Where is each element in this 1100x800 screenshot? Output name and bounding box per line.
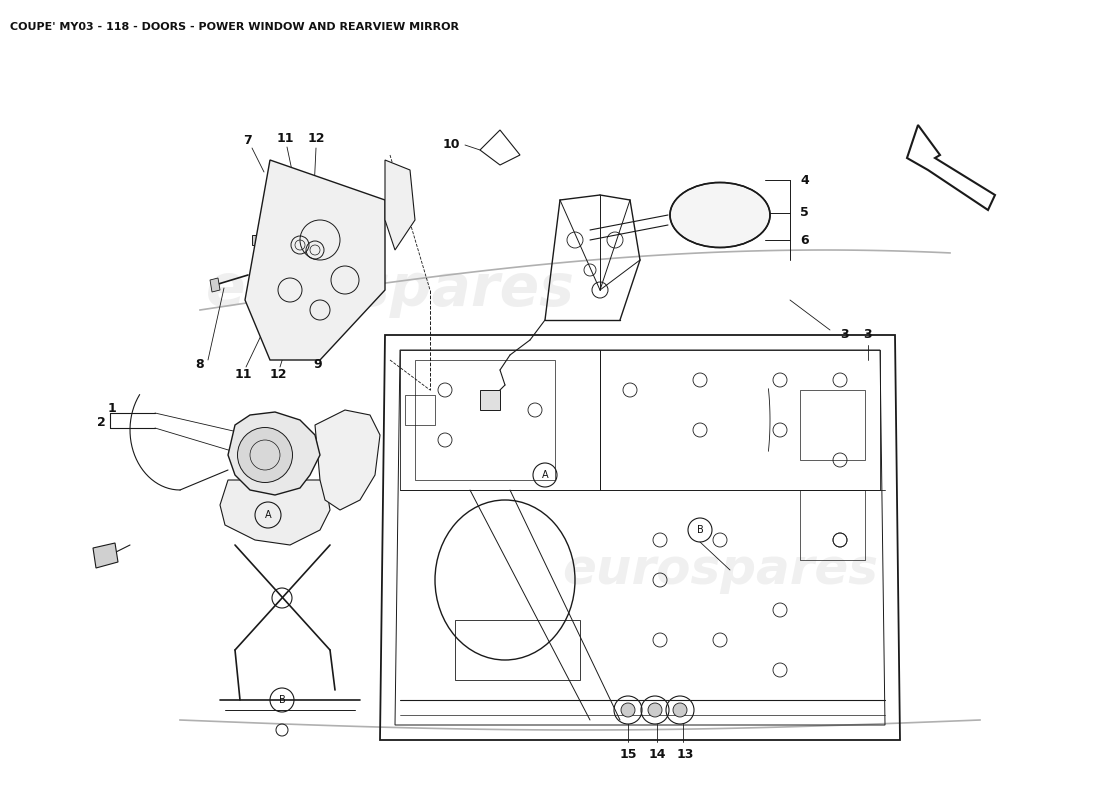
Text: 5: 5 bbox=[800, 206, 808, 219]
Text: 15: 15 bbox=[619, 749, 637, 762]
Text: B: B bbox=[278, 695, 285, 705]
Text: 12: 12 bbox=[307, 131, 324, 145]
Text: A: A bbox=[265, 510, 272, 520]
Text: 11: 11 bbox=[276, 131, 294, 145]
Text: 14: 14 bbox=[648, 749, 666, 762]
Text: 6: 6 bbox=[800, 234, 808, 246]
Ellipse shape bbox=[670, 182, 770, 247]
Polygon shape bbox=[385, 160, 415, 250]
Text: A: A bbox=[541, 470, 548, 480]
Polygon shape bbox=[94, 543, 118, 568]
Text: 3: 3 bbox=[840, 329, 848, 342]
Polygon shape bbox=[252, 235, 258, 245]
Text: 4: 4 bbox=[800, 174, 808, 186]
Polygon shape bbox=[908, 125, 996, 210]
Text: 7: 7 bbox=[243, 134, 252, 146]
Text: 10: 10 bbox=[442, 138, 460, 151]
Circle shape bbox=[621, 703, 635, 717]
Circle shape bbox=[673, 703, 688, 717]
Circle shape bbox=[648, 703, 662, 717]
Text: 8: 8 bbox=[196, 358, 205, 371]
Text: 12: 12 bbox=[270, 369, 287, 382]
Polygon shape bbox=[210, 278, 220, 292]
Polygon shape bbox=[480, 390, 501, 410]
Text: 9: 9 bbox=[314, 358, 322, 371]
Text: 13: 13 bbox=[676, 749, 694, 762]
Ellipse shape bbox=[238, 427, 293, 482]
Polygon shape bbox=[220, 480, 330, 545]
Text: eurospares: eurospares bbox=[206, 262, 574, 318]
Text: 1: 1 bbox=[108, 402, 117, 414]
Text: 11: 11 bbox=[234, 369, 252, 382]
Text: COUPE' MY03 - 118 - DOORS - POWER WINDOW AND REARVIEW MIRROR: COUPE' MY03 - 118 - DOORS - POWER WINDOW… bbox=[10, 22, 459, 32]
Text: 3: 3 bbox=[864, 329, 872, 342]
Polygon shape bbox=[245, 160, 385, 360]
Polygon shape bbox=[228, 412, 320, 495]
Text: eurospares: eurospares bbox=[562, 546, 878, 594]
Text: B: B bbox=[696, 525, 703, 535]
Text: 2: 2 bbox=[97, 417, 106, 430]
Polygon shape bbox=[315, 410, 379, 510]
